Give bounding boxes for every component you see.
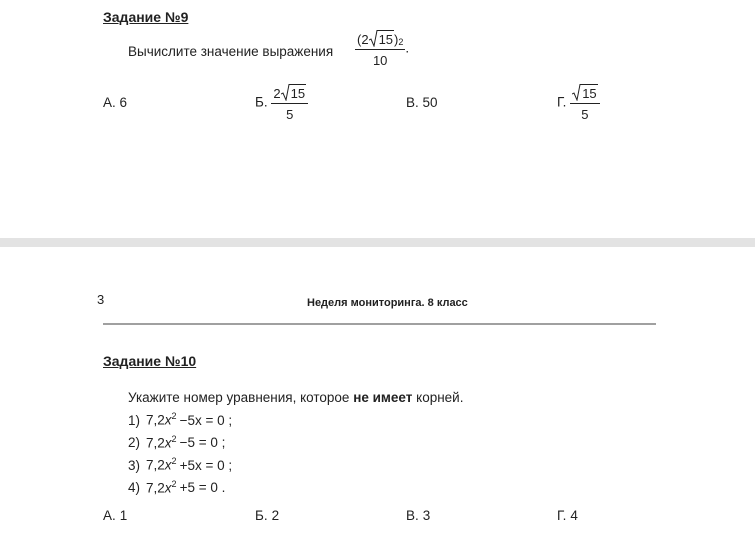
equation: 1) 7,2x2 −5x = 0 ; (128, 411, 232, 428)
paren: (2 (357, 32, 369, 47)
radicand: 15 (377, 30, 395, 47)
period: . (405, 40, 410, 56)
answer: 2 (271, 508, 280, 523)
prompt-text: корней. (416, 390, 464, 405)
variable: x (164, 480, 172, 495)
letter: Б. (255, 508, 268, 523)
letter: Г. (557, 94, 567, 110)
task-title: Задание №10 (103, 353, 197, 369)
eq-rest: +5 = 0 . (179, 480, 226, 495)
denominator: 5 (286, 107, 294, 122)
letter: В. (406, 508, 419, 523)
radicand: 15 (581, 84, 598, 101)
option: В. 3 (406, 508, 430, 523)
page-number: 3 (97, 292, 105, 307)
prompt-bold: не имеет (353, 390, 413, 405)
eq-rest: −5x = 0 ; (179, 412, 233, 428)
coef: 7,2 (146, 480, 165, 495)
header-rule (103, 323, 656, 325)
answer: 50 (422, 95, 438, 110)
page-header: Неделя мониторинга. 8 класс (307, 297, 468, 309)
option: В. 50 (406, 95, 438, 110)
prompt-text: Укажите номер уравнения, которое (128, 390, 350, 405)
eq-rest: +5x = 0 ; (179, 457, 233, 473)
denominator: 10 (372, 53, 388, 68)
eq-rest: −5 = 0 ; (179, 435, 226, 450)
equation: 4) 7,2x2 +5 = 0 . (128, 479, 225, 496)
variable: x (164, 412, 172, 428)
eq-number: 3) (128, 457, 141, 473)
paren: ) (394, 32, 399, 47)
power: 2 (171, 433, 177, 444)
letter: А. (103, 508, 116, 523)
coef: 7,2 (146, 435, 165, 450)
eq-number: 1) (128, 412, 141, 428)
letter: Г. (557, 508, 567, 523)
option: Б. 2 15 5 (255, 84, 309, 122)
power: 2 (171, 411, 177, 421)
letter: Б. (255, 94, 268, 110)
option: Б. 2 (255, 508, 279, 523)
coef: 7,2 (146, 412, 165, 428)
power: 2 (171, 478, 177, 489)
denominator: 5 (581, 107, 589, 122)
coef: 2 (273, 86, 281, 101)
coef: 7,2 (146, 457, 165, 473)
prompt: Вычислите значение выражения (128, 44, 334, 59)
page-break (0, 238, 755, 247)
answer: 6 (119, 95, 128, 110)
radicand: 15 (289, 84, 307, 101)
equation: 3) 7,2x2 +5x = 0 ; (128, 456, 232, 473)
letter: А. (103, 95, 116, 110)
expression: (2 15) 2 10. (355, 30, 409, 68)
variable: x (164, 435, 172, 450)
power: 2 (398, 37, 404, 47)
option: А. 1 (103, 508, 127, 523)
option: Г. 4 (557, 508, 578, 523)
prompt: Укажите номер уравнения, которое не имее… (128, 390, 463, 405)
answer: 4 (570, 508, 578, 523)
answer: 3 (422, 508, 431, 523)
eq-number: 4) (128, 480, 141, 495)
task-title: Задание №9 (103, 9, 189, 25)
eq-number: 2) (128, 435, 141, 450)
power: 2 (171, 456, 177, 466)
equation: 2) 7,2x2 −5 = 0 ; (128, 434, 225, 451)
option: Г. 15 5 (557, 84, 600, 122)
letter: В. (406, 95, 419, 110)
option: А. 6 (103, 95, 127, 110)
answer: 1 (119, 508, 128, 523)
variable: x (164, 457, 172, 473)
